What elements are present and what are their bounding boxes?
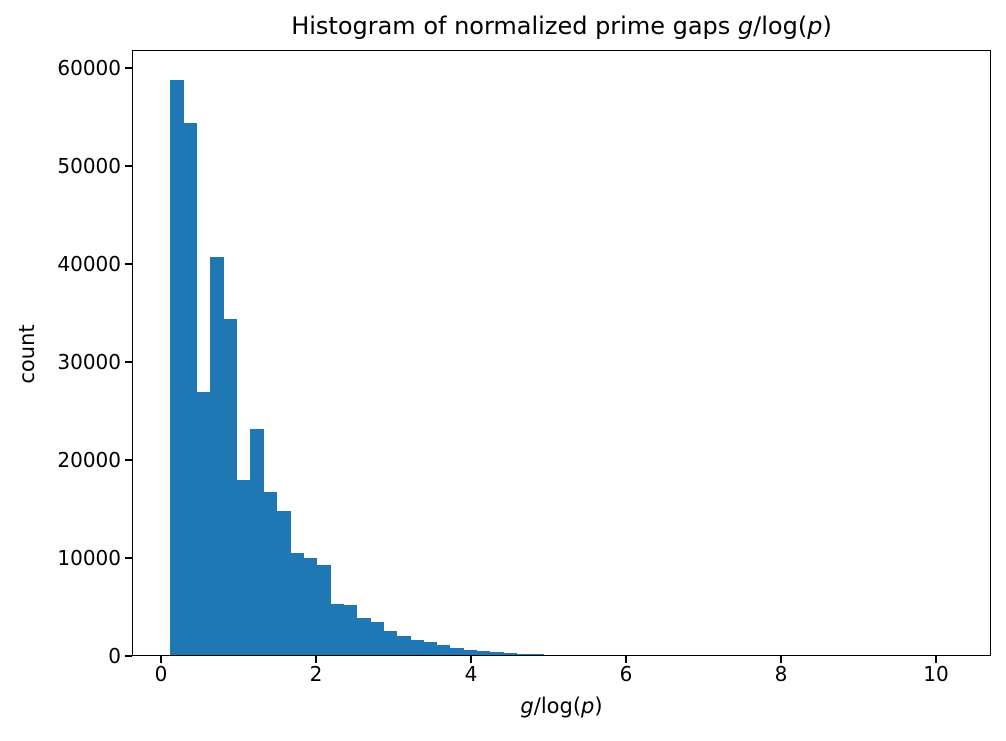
title-part-text: ): [822, 12, 832, 40]
title-part-text: /log(: [753, 12, 808, 40]
histogram-bar: [329, 604, 344, 656]
y-tick-mark: [125, 459, 132, 461]
histogram-bar: [236, 479, 251, 656]
histogram-bar: [503, 652, 518, 656]
histogram-bar: [543, 654, 558, 656]
x-tick-label: 4: [464, 662, 478, 686]
y-tick-label: 60000: [57, 56, 121, 81]
histogram-bar: [383, 630, 398, 656]
x-tick-mark: [625, 656, 627, 663]
x-tick-mark: [935, 656, 937, 663]
histogram-bar: [223, 318, 238, 656]
xlabel-part-var: g: [520, 694, 534, 718]
plot-area: 0 2 4 6 8 10 0 10000 20000 30000 40000 50000 60000: [57, 50, 991, 686]
histogram-bar: [196, 392, 211, 656]
title-part-var: g: [737, 12, 754, 40]
chart-title: Histogram of normalized prime gaps g/log…: [132, 11, 991, 41]
histogram-bar: [316, 564, 331, 656]
x-tick-label: 10: [923, 662, 949, 686]
histogram-bar: [303, 558, 318, 656]
histogram-bar: [356, 617, 371, 656]
y-tick-label: 20000: [57, 448, 121, 473]
title-part-var: p: [807, 12, 823, 40]
x-tick-mark: [780, 656, 782, 663]
y-tick-label: 50000: [57, 154, 121, 179]
xlabel-part-text: /log(: [533, 694, 582, 718]
histogram-bar: [463, 649, 478, 656]
y-tick-mark: [125, 361, 132, 363]
y-tick-mark: [125, 655, 132, 657]
histogram-bar: [529, 654, 544, 656]
histogram-bar: [276, 511, 291, 656]
histogram-bar: [449, 647, 464, 656]
histogram-bar: [476, 651, 491, 656]
x-tick-mark: [470, 656, 472, 663]
y-tick-mark: [125, 263, 132, 265]
xlabel-part-var: p: [581, 694, 595, 718]
histogram-bar: [169, 79, 184, 656]
y-tick-label: 10000: [57, 546, 121, 571]
histogram-bar: [556, 654, 571, 656]
y-tick-label: 0: [108, 644, 121, 668]
histogram-bar: [209, 257, 224, 656]
title-part-text: Histogram of normalized prime gaps: [291, 12, 738, 40]
x-axis-label: g/log(p): [132, 694, 991, 718]
y-tick-mark: [125, 165, 132, 167]
xlabel-part-text: ): [594, 694, 603, 718]
y-tick-mark: [125, 557, 132, 559]
y-tick-label: 30000: [57, 350, 121, 375]
histogram-bar: [409, 639, 424, 656]
histogram-bar: [343, 605, 358, 656]
histogram-bar: [369, 622, 384, 656]
histogram-bar: [489, 652, 504, 656]
x-tick-mark: [315, 656, 317, 663]
histogram-bar: [436, 645, 451, 656]
x-tick-label: 8: [774, 662, 788, 686]
histogram-bar: [249, 428, 264, 656]
histogram-bar: [396, 636, 411, 656]
x-tick-mark: [160, 656, 162, 663]
y-axis-label: count: [15, 324, 39, 384]
x-tick-label: 0: [154, 662, 168, 686]
x-tick-label: 2: [309, 662, 323, 686]
histogram-bar: [516, 653, 531, 656]
y-tick-label: 40000: [57, 252, 121, 277]
histogram-bar: [289, 553, 304, 656]
histogram-bar: [423, 642, 438, 656]
histogram-bar: [263, 492, 278, 656]
y-tick-mark: [125, 67, 132, 70]
x-tick-label: 6: [619, 662, 633, 686]
histogram-bar: [183, 123, 198, 656]
